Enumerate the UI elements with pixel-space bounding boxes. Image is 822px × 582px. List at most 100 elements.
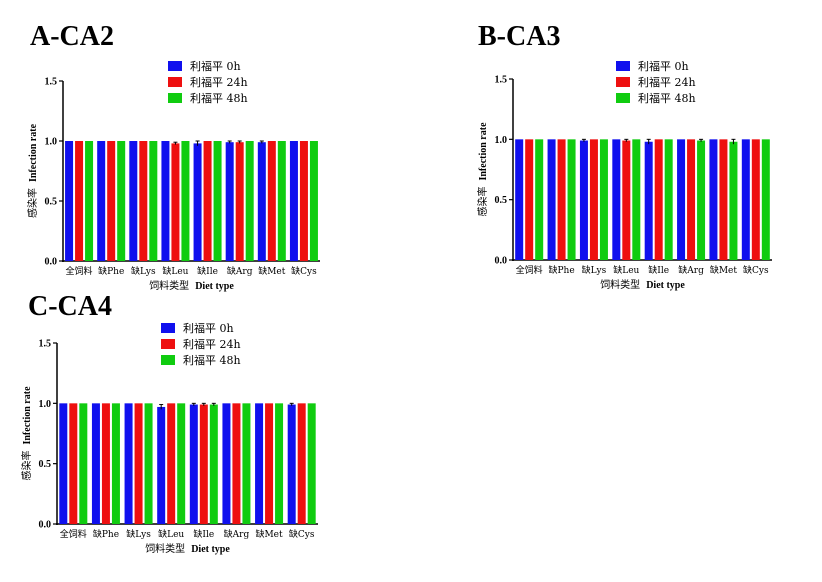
y-axis-title-en: Infection rate (22, 386, 33, 445)
bar (149, 141, 158, 261)
y-axis-title: 感染率 Infection rate (476, 122, 489, 217)
bar (181, 141, 190, 261)
bar (632, 139, 641, 260)
bar (709, 139, 718, 260)
bar (157, 406, 166, 524)
bar (741, 139, 750, 260)
bar (687, 139, 696, 260)
bar (193, 143, 202, 261)
x-tick-label: 全饲料 (60, 528, 87, 540)
bar (654, 139, 663, 260)
bar (751, 139, 760, 260)
x-tick-label: 缺Met (255, 528, 283, 540)
bar (599, 139, 608, 260)
chart-panel-2: B-CA3 0.0 0.5 1.0 1.5 全饲料 缺Phe 缺Lys 缺Leu 缺Ile 缺Arg… (476, 21, 772, 291)
bar (255, 403, 264, 524)
bar (222, 403, 231, 524)
legend-label: 利福平 48h (638, 91, 696, 105)
y-tick-label: 0.5 (495, 195, 508, 206)
bar (209, 404, 218, 524)
bar (729, 141, 738, 260)
x-tick-label: 缺Ile (197, 265, 218, 277)
y-tick-label: 1.0 (495, 135, 508, 146)
legend-label: 利福平 24h (638, 75, 696, 89)
bar (719, 139, 728, 260)
legend-label: 利福平 48h (183, 353, 241, 367)
x-tick-label: 缺Leu (158, 528, 184, 540)
bar (664, 139, 673, 260)
bar (307, 403, 316, 524)
y-tick-label: 0.0 (495, 256, 508, 267)
x-tick-label: 缺Ile (193, 528, 214, 540)
x-axis-title-en: Diet type (646, 280, 685, 291)
bar (65, 141, 74, 261)
x-axis-title: 饲料类型 Diet type (149, 279, 234, 292)
x-tick-label: 缺Lys (126, 528, 151, 540)
bar (275, 403, 284, 524)
bar (567, 139, 576, 260)
x-axis-title-en: Diet type (191, 544, 230, 555)
bar (97, 141, 106, 261)
y-axis-title-cn: 感染率 (20, 451, 33, 481)
bar (297, 403, 306, 524)
legend-swatch (161, 323, 175, 333)
x-tick-label: 全饲料 (66, 265, 93, 277)
bar (309, 141, 318, 261)
bar (111, 403, 120, 524)
x-tick-label: 缺Cys (743, 264, 769, 276)
x-tick-label: 缺Met (710, 264, 738, 276)
bar (203, 141, 212, 261)
bar (277, 141, 286, 261)
bar (144, 403, 153, 524)
bar (622, 140, 631, 260)
bar (134, 403, 143, 524)
bar (199, 404, 208, 524)
x-axis-title: 饲料类型 Diet type (145, 542, 230, 555)
x-axis-title-cn: 饲料类型 (600, 278, 640, 291)
bar (547, 139, 556, 260)
bar (287, 404, 296, 524)
legend-label: 利福平 48h (190, 91, 248, 105)
panel-title: C-CA4 (28, 291, 112, 322)
x-tick-label: 缺Leu (162, 265, 188, 277)
x-tick-label: 缺Phe (548, 264, 574, 276)
bar (515, 139, 524, 260)
bar (117, 141, 126, 261)
bar (697, 140, 706, 260)
x-tick-label: 缺Lys (582, 264, 607, 276)
bar (579, 140, 588, 260)
bar (257, 142, 266, 261)
bar (139, 141, 148, 261)
x-tick-label: 缺Phe (98, 265, 124, 277)
panel-title: B-CA3 (478, 21, 560, 52)
x-axis-title-cn: 饲料类型 (145, 542, 185, 555)
x-axis-title-cn: 饲料类型 (149, 279, 189, 292)
y-tick-label: 1.0 (39, 399, 52, 410)
x-tick-label: 缺Arg (224, 528, 250, 540)
bar (225, 142, 234, 261)
bar (161, 141, 170, 261)
bar (59, 403, 68, 524)
bar (299, 141, 308, 261)
bar (124, 403, 133, 524)
x-tick-label: 全饲料 (516, 264, 543, 276)
bar (761, 139, 770, 260)
y-axis-title: 感染率 Infection rate (20, 386, 33, 481)
legend-label: 利福平 0h (183, 321, 234, 335)
y-tick-label: 1.0 (45, 137, 58, 148)
x-tick-label: 缺Lys (131, 265, 156, 277)
legend-label: 利福平 24h (183, 337, 241, 351)
x-tick-label: 缺Cys (289, 528, 315, 540)
bar (177, 403, 186, 524)
bar (129, 141, 138, 261)
legend-swatch (168, 93, 182, 103)
x-axis-title: 饲料类型 Diet type (600, 278, 685, 291)
legend-swatch (616, 61, 630, 71)
y-tick-label: 0.5 (45, 197, 58, 208)
bar (535, 139, 544, 260)
legend-swatch (168, 61, 182, 71)
bar (589, 139, 598, 260)
x-axis-title-en: Diet type (195, 281, 234, 292)
bar (171, 143, 180, 261)
